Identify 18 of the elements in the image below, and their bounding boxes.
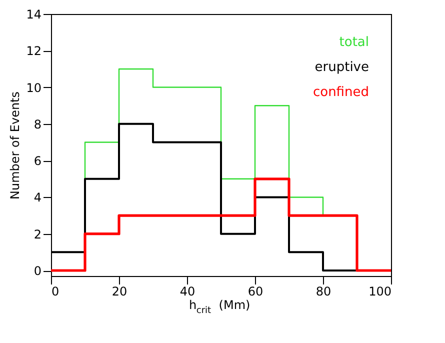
y-tick-label: 8 <box>34 117 42 132</box>
y-tick-label: 12 <box>26 44 42 58</box>
x-tick-label: 40 <box>180 284 196 298</box>
y-tick-label: 2 <box>34 227 42 242</box>
x-tick-label: 100 <box>368 284 392 298</box>
x-tick-label: 60 <box>248 284 264 298</box>
text: confined <box>312 85 369 100</box>
x-tick-label: 80 <box>316 284 332 298</box>
x-tick-label: 0 <box>52 284 60 298</box>
y-tick-label: 4 <box>34 190 42 205</box>
y-axis-title: Number of Events <box>8 91 22 200</box>
y-tick-label: 0 <box>34 264 42 278</box>
text: total <box>339 35 369 50</box>
x-tick-label: 20 <box>112 284 128 298</box>
text: eruptive <box>314 60 369 75</box>
y-tick-label: 14 <box>26 8 42 22</box>
y-tick-label: 10 <box>26 80 42 95</box>
y-tick-label: 6 <box>34 154 42 168</box>
